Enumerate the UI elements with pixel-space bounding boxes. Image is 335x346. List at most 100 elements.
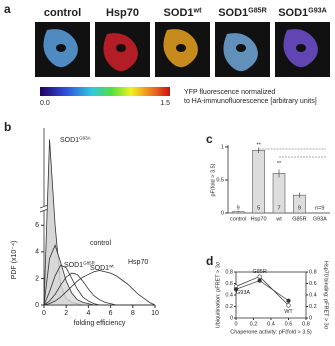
x-tick-label: G85R	[292, 216, 306, 222]
significance-label: **	[277, 161, 282, 167]
x-tick-label: 8	[131, 310, 135, 317]
image-title-base: SOD1	[278, 7, 308, 19]
colorbar-caption: YFP fluorescence normalized	[184, 89, 275, 96]
data-point	[257, 274, 262, 279]
x-tick-label: 0.6	[285, 321, 293, 327]
image-title-base: Hsp70	[106, 7, 139, 19]
image-title: SOD1G93A	[278, 6, 327, 19]
point-label: G93A	[236, 290, 250, 296]
pdf-curve	[43, 272, 155, 306]
y-tick-label: 0	[221, 210, 224, 216]
panel-label: d	[206, 254, 213, 268]
x-axis-label: Chaperone activity: pF(fold > 3.5)	[230, 329, 312, 335]
curve-label-sup: G93A	[79, 136, 92, 141]
significance-label: **	[256, 142, 261, 148]
curve-label-sup: G85R	[83, 261, 96, 266]
image-title: SOD1G85R	[218, 6, 267, 19]
data-point	[286, 298, 291, 303]
nucleus	[296, 44, 306, 52]
cell	[223, 33, 258, 72]
pdf-curve	[43, 244, 155, 306]
x-tick-label: 0.8	[302, 321, 310, 327]
data-point	[233, 287, 239, 292]
x-tick-label: 0.2	[250, 321, 258, 327]
y-axis-label: PDF (x10⁻⁴)	[11, 241, 18, 280]
nucleus	[56, 44, 66, 52]
y-tick-label: 0.2	[225, 304, 233, 310]
n-label: n=9	[315, 205, 324, 211]
x-axis-label: folding efficiency	[74, 320, 126, 327]
n-label: 7	[277, 205, 280, 211]
axis-break	[39, 204, 49, 213]
curve-label: SOD1G93A	[60, 136, 92, 144]
image-title-sup: G85R	[248, 6, 267, 14]
x-tick-label: Hsp70	[251, 216, 267, 222]
y-tick-label: 2	[35, 275, 39, 282]
curve-label-base: SOD1	[90, 265, 109, 272]
y-axis-label: pF(fold > 3.5)	[210, 163, 216, 196]
image-title-sup: G93A	[308, 6, 327, 14]
colorbar-caption: to HA-immunofluorescence [arbitrary unit…	[184, 98, 317, 105]
y-tick-label: 1	[221, 144, 224, 150]
y-tick-label: 0.4	[225, 292, 233, 298]
x-tick-label: wt	[275, 216, 282, 222]
image-title-base: SOD1	[164, 7, 194, 19]
curve-label-base: Hsp70	[128, 259, 148, 266]
colorbar-min: 0.0	[40, 100, 50, 107]
pdf-curve	[43, 270, 156, 306]
y-tick-label: 0.5	[216, 177, 224, 183]
y-tick-label: 0	[35, 302, 39, 309]
image-title-base: control	[44, 7, 81, 19]
panel-label: c	[206, 132, 213, 146]
point-label: WT	[284, 309, 293, 315]
cell	[103, 33, 138, 72]
y2-tick-label: 0	[309, 315, 312, 321]
y2-axis-label: Hsp70 binding: pFRET > 3σ	[323, 261, 329, 330]
y-axis-label: Ubiquitination: pFRET > 3σ	[215, 261, 221, 328]
data-point	[286, 303, 291, 308]
curve-label: SOD1wt	[90, 264, 114, 272]
curve-label: Hsp70	[128, 259, 148, 266]
image-title-sup: wt	[193, 6, 203, 14]
nucleus	[236, 44, 246, 52]
y-tick-label: 4	[35, 249, 39, 256]
y2-tick-label: 0.6	[309, 281, 317, 287]
nucleus	[116, 44, 126, 52]
image-title: control	[44, 7, 81, 19]
y2-tick-label: 0.4	[309, 292, 317, 298]
n-label: 9	[237, 205, 240, 211]
x-tick-label: 10	[151, 310, 159, 317]
n-label: 9	[298, 205, 301, 211]
y-tick-label: 6	[35, 222, 39, 229]
panel-label: a	[4, 2, 11, 16]
bar	[252, 150, 265, 214]
x-tick-label: 0	[42, 310, 46, 317]
image-title: Hsp70	[106, 7, 139, 19]
curve-label-base: control	[90, 240, 111, 247]
x-tick-label: 0	[234, 321, 237, 327]
y-tick-label: 0	[230, 315, 233, 321]
x-tick-label: control	[230, 216, 247, 222]
y-tick-label: 0.8	[225, 269, 233, 275]
significance-bracket	[258, 148, 326, 158]
curve-label-base: SOD1	[64, 262, 83, 269]
curve-label-base: SOD1	[60, 137, 79, 144]
image-title-base: SOD1	[218, 7, 248, 19]
y-tick-label: 0.6	[225, 281, 233, 287]
curve-label: SOD1G85R	[64, 261, 96, 269]
x-tick-label: G93A	[313, 216, 327, 222]
nucleus	[176, 44, 186, 52]
data-point	[257, 278, 262, 283]
x-tick-label: 2	[64, 310, 68, 317]
point-label: G85R	[252, 269, 266, 275]
n-label: 5	[257, 205, 260, 211]
colorbar-max: 1.5	[160, 100, 170, 107]
panel-label: b	[4, 120, 11, 134]
curve-label-sup: wt	[109, 264, 114, 269]
y2-tick-label: 0.2	[309, 304, 317, 310]
image-title: SOD1wt	[164, 6, 203, 19]
x-tick-label: 6	[109, 310, 113, 317]
curve-label: control	[90, 240, 111, 247]
x-tick-label: 4	[86, 310, 90, 317]
